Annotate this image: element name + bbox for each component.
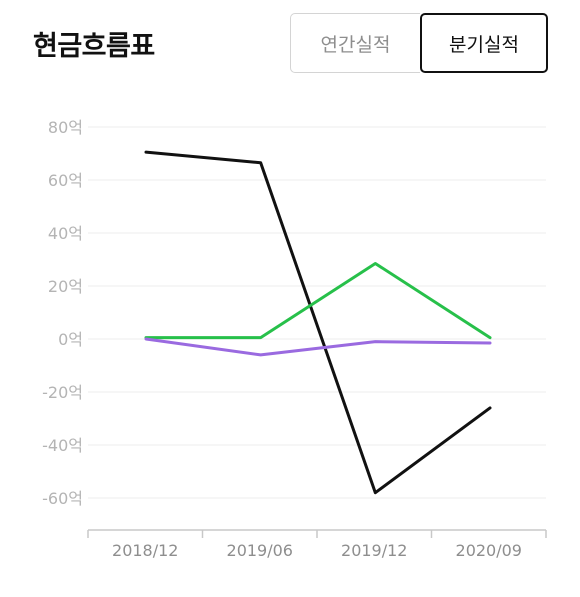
y-tick-label: 20억 [48, 277, 83, 296]
page-title: 현금흐름표 [33, 31, 155, 62]
series-line-3 [144, 337, 492, 357]
x-tick-label: 2020/09 [456, 541, 522, 560]
y-tick-label: -20억 [42, 383, 83, 402]
y-tick-label: -40억 [42, 436, 83, 455]
x-tick-label: 2018/12 [112, 541, 178, 560]
period-toggle: 연간실적 분기실적 [290, 13, 548, 73]
tab-annual[interactable]: 연간실적 [290, 13, 420, 73]
x-tick-label: 2019/12 [341, 541, 407, 560]
y-tick-label: -60억 [42, 489, 83, 508]
y-tick-label: 80억 [48, 118, 83, 137]
chart-series [144, 150, 492, 495]
series-line-1 [144, 150, 492, 495]
y-tick-label: 60억 [48, 171, 83, 190]
x-axis: 2018/12 2019/06 2019/12 2020/09 [87, 529, 547, 560]
tab-quarterly[interactable]: 분기실적 [420, 13, 548, 73]
y-tick-label: 0억 [58, 330, 83, 349]
x-tick-label: 2019/06 [227, 541, 293, 560]
y-tick-label: 40억 [48, 224, 83, 243]
series-line-2 [144, 261, 492, 340]
y-axis-ticks: 80억 60억 40억 20억 0억 -20억 -40억 -60억 [42, 118, 83, 508]
chart-grid [88, 126, 546, 499]
